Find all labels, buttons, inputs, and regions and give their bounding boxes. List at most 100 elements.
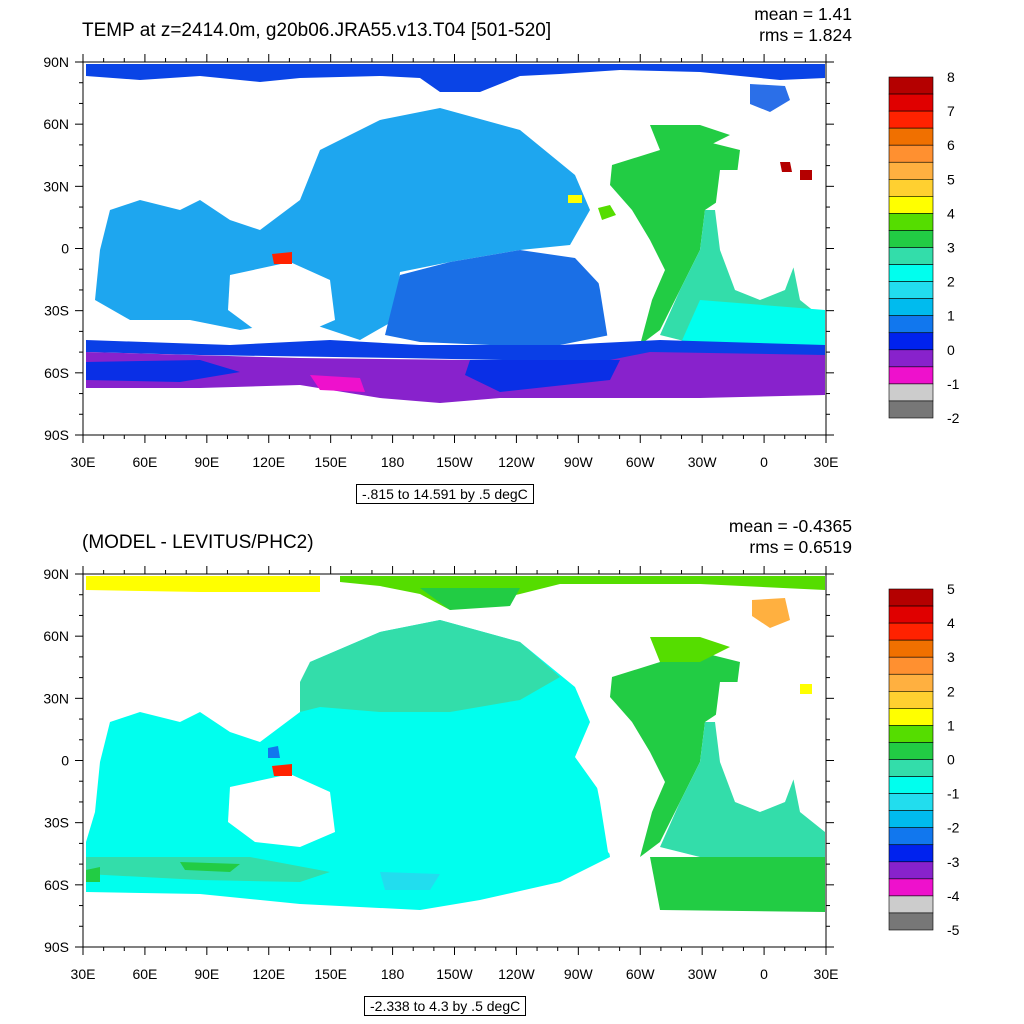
y-tick-label: 90N bbox=[43, 54, 69, 70]
colorbar-swatch bbox=[888, 247, 934, 265]
colorbar-label: 8 bbox=[947, 69, 955, 85]
atlantic-region bbox=[610, 652, 740, 857]
y-tick-label: 30N bbox=[43, 178, 69, 194]
colorbar-swatch bbox=[888, 912, 934, 931]
y-tick-label: 0 bbox=[61, 753, 69, 769]
colorbar-swatch bbox=[888, 93, 934, 112]
x-tick-label: 150W bbox=[436, 966, 473, 982]
y-tick-label: 30N bbox=[43, 690, 69, 706]
pacific-indian-region bbox=[95, 108, 590, 340]
x-tick-label: 150E bbox=[314, 966, 347, 982]
map-plot: 30E 60E 90E 120E 150E 180 150W 120W 90W 60W 30W 0 30… bbox=[43, 54, 960, 470]
colorbar-swatch bbox=[888, 588, 934, 607]
colorbar-swatch bbox=[888, 844, 934, 863]
panel-title: TEMP at z=2414.0m, g20b06.JRA55.v13.T04 … bbox=[82, 20, 552, 41]
colorbar-swatch bbox=[888, 810, 934, 828]
y-tick-label: 90S bbox=[44, 427, 69, 443]
colorbar-swatch bbox=[888, 76, 934, 95]
colorbar-swatch bbox=[888, 264, 934, 282]
colorbar-label: 4 bbox=[947, 615, 955, 631]
x-tick-label: 180 bbox=[381, 454, 405, 470]
mean-stat: mean = -0.4365 bbox=[728, 516, 852, 536]
colorbar-label: 2 bbox=[947, 683, 955, 699]
x-tick-label: 0 bbox=[760, 966, 768, 982]
y-tick-label: 30S bbox=[44, 303, 69, 319]
x-tick-label: 30E bbox=[71, 966, 96, 982]
colorbar-label: -2 bbox=[947, 410, 960, 426]
x-tick-label: 90E bbox=[194, 454, 219, 470]
colorbar-swatch bbox=[888, 776, 934, 794]
colorbar-swatch bbox=[888, 213, 934, 231]
arctic-ocean-region bbox=[86, 576, 320, 592]
colorbar-swatch bbox=[888, 725, 934, 743]
colorbar-label: 3 bbox=[947, 240, 955, 256]
x-tick-label: 120W bbox=[498, 454, 535, 470]
colorbar-swatch bbox=[888, 861, 934, 880]
y-tick-label: 90N bbox=[43, 566, 69, 582]
colorbar-label: -1 bbox=[947, 376, 960, 392]
y-tick-label: 30S bbox=[44, 815, 69, 831]
y-tick-label: 60N bbox=[43, 116, 69, 132]
map-plot: 30E 60E 90E 120E 150E 180 150W 120W 90W 60W 30W 0 30… bbox=[43, 566, 960, 982]
colorbar-swatch bbox=[888, 161, 934, 180]
colorbar: 8 7 6 5 4 3 2 1 0 -1 -2 bbox=[888, 69, 960, 426]
colorbar-swatch bbox=[888, 383, 934, 402]
colorbar-swatch bbox=[888, 759, 934, 777]
y-tick-label: 60N bbox=[43, 628, 69, 644]
contour-range-label: -2.338 to 4.3 by .5 degC bbox=[364, 996, 527, 1016]
colorbar-label: 4 bbox=[947, 205, 955, 221]
colorbar-swatch bbox=[888, 332, 934, 351]
colorbar-swatch bbox=[888, 639, 934, 658]
colorbar-label: 1 bbox=[947, 308, 955, 324]
colorbar: 5 4 3 2 1 0 -1 -2 -3 -4 -5 bbox=[888, 581, 960, 938]
colorbar-swatch bbox=[888, 878, 934, 897]
x-tick-label: 30E bbox=[814, 966, 839, 982]
x-tick-label: 60W bbox=[626, 966, 656, 982]
colorbar-label: -2 bbox=[947, 820, 960, 836]
x-tick-label: 30W bbox=[688, 966, 718, 982]
y-tick-label: 60S bbox=[44, 365, 69, 381]
colorbar-label: 6 bbox=[947, 137, 955, 153]
colorbar-label: 3 bbox=[947, 649, 955, 665]
colorbar-swatch bbox=[888, 230, 934, 248]
colorbar-swatch bbox=[888, 400, 934, 419]
colorbar-swatch bbox=[888, 110, 934, 129]
colorbar-swatch bbox=[888, 827, 934, 846]
south-pacific-region bbox=[385, 250, 610, 345]
x-tick-label: 0 bbox=[760, 454, 768, 470]
x-tick-label: 90E bbox=[194, 966, 219, 982]
colorbar-swatch bbox=[888, 127, 934, 146]
x-tick-label: 150E bbox=[314, 454, 347, 470]
colorbar-swatch bbox=[888, 622, 934, 641]
x-tick-label: 120W bbox=[498, 966, 535, 982]
southern-ocean-region bbox=[86, 352, 825, 403]
colorbar-swatch bbox=[888, 298, 934, 316]
colorbar-swatch bbox=[888, 315, 934, 334]
colorbar-label: 2 bbox=[947, 274, 955, 290]
colorbar-label: -1 bbox=[947, 786, 960, 802]
x-tick-label: 30E bbox=[71, 454, 96, 470]
rms-stat: rms = 0.6519 bbox=[749, 537, 852, 557]
colorbar-swatch bbox=[888, 144, 934, 163]
colorbar-swatch bbox=[888, 179, 934, 197]
colorbar-label: 5 bbox=[947, 581, 955, 597]
colorbar-label: 1 bbox=[947, 717, 955, 733]
atlantic-region bbox=[610, 140, 740, 345]
x-tick-label: 60E bbox=[132, 966, 157, 982]
colorbar-swatch bbox=[888, 366, 934, 385]
x-tick-label: 60E bbox=[132, 454, 157, 470]
colorbar-label: 7 bbox=[947, 103, 955, 119]
y-tick-label: 90S bbox=[44, 939, 69, 955]
y-tick-label: 0 bbox=[61, 241, 69, 257]
colorbar-swatch bbox=[888, 196, 934, 214]
x-tick-label: 60W bbox=[626, 454, 656, 470]
colorbar-swatch bbox=[888, 742, 934, 760]
contour-range-label: -.815 to 14.591 by .5 degC bbox=[356, 484, 534, 504]
southern-ocean-region bbox=[650, 857, 825, 912]
colorbar-label: 0 bbox=[947, 752, 955, 768]
y-tick-label: 60S bbox=[44, 877, 69, 893]
colorbar-label: -4 bbox=[947, 888, 960, 904]
colorbar-swatch bbox=[888, 656, 934, 675]
colorbar-swatch bbox=[888, 281, 934, 299]
colorbar-swatch bbox=[888, 793, 934, 811]
